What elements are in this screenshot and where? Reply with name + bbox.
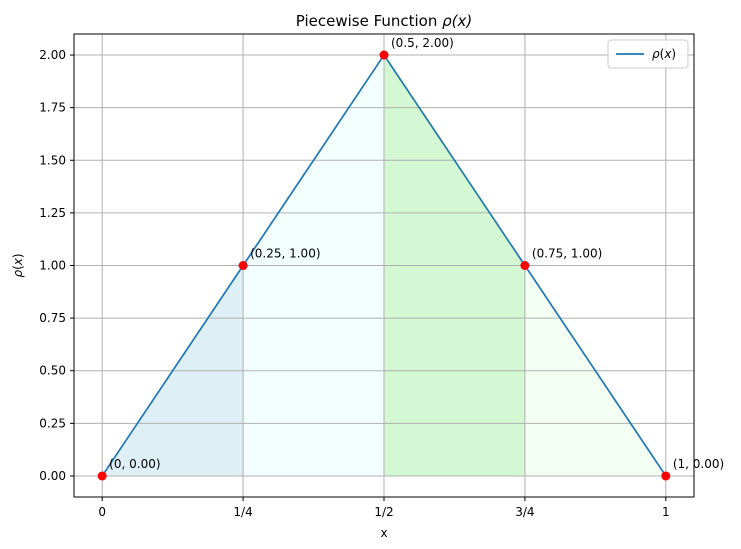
point-annotation: (0.5, 2.00) bbox=[391, 36, 454, 50]
y-tick-label: 0.25 bbox=[39, 416, 66, 430]
data-point bbox=[238, 261, 248, 270]
y-tick-label: 0.50 bbox=[39, 364, 66, 378]
data-point bbox=[97, 471, 107, 481]
y-tick-label: 1.00 bbox=[39, 259, 66, 273]
y-tick-label: 1.25 bbox=[39, 206, 66, 220]
y-tick-label: 1.50 bbox=[39, 153, 66, 167]
plot-area: (0, 0.00) (0.25, 1.00) (0.5, 2.00) (0.75, 1… bbox=[39, 33, 724, 519]
x-tick-label: 1 bbox=[662, 505, 670, 519]
data-point bbox=[661, 471, 671, 481]
legend-label: ρ(x) bbox=[652, 47, 676, 61]
point-annotation: (0.75, 1.00) bbox=[532, 247, 602, 261]
y-tick-label: 0.75 bbox=[39, 311, 66, 325]
chart-title: Piecewise Function ρ(x) bbox=[296, 12, 473, 30]
data-point bbox=[520, 261, 530, 270]
y-tick-label: 2.00 bbox=[39, 48, 66, 62]
y-axis-label: ρ(x) bbox=[11, 253, 25, 277]
legend: ρ(x) bbox=[607, 39, 689, 69]
data-point bbox=[379, 50, 389, 60]
x-tick-label: 1/2 bbox=[374, 505, 393, 519]
x-axis-label: x bbox=[380, 526, 387, 540]
x-tick-label: 1/4 bbox=[233, 505, 252, 519]
x-tick-label: 0 bbox=[98, 505, 106, 519]
point-annotation: (1, 0.00) bbox=[673, 457, 724, 471]
y-tick-label: 1.75 bbox=[39, 101, 66, 115]
x-tick-label: 3/4 bbox=[515, 505, 534, 519]
point-annotation: (0.25, 1.00) bbox=[250, 247, 320, 261]
y-tick-label: 0.00 bbox=[39, 469, 66, 483]
point-annotation: (0, 0.00) bbox=[109, 457, 160, 471]
legend-box bbox=[607, 39, 689, 69]
